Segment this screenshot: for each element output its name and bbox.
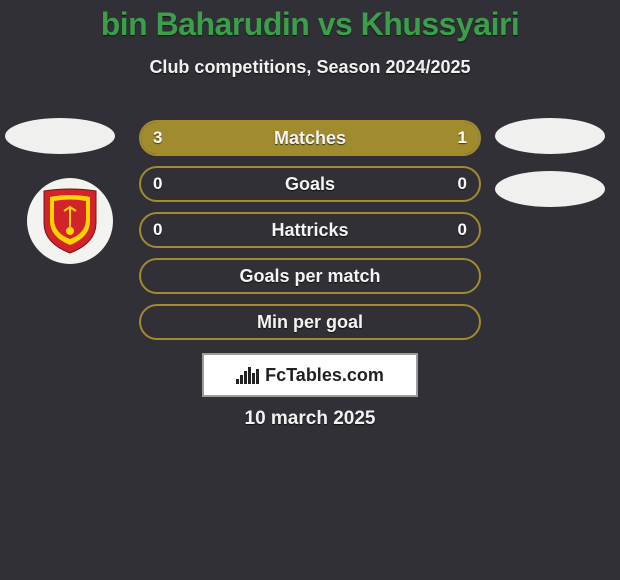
bar-label: Matches (141, 122, 479, 154)
stat-bar-row: 00Hattricks (139, 212, 481, 248)
bar-label: Hattricks (141, 214, 479, 246)
watermark-text: FcTables.com (265, 365, 384, 386)
subtitle: Club competitions, Season 2024/2025 (0, 57, 620, 78)
page-title: bin Baharudin vs Khussyairi (0, 0, 620, 43)
stat-bar-row: Goals per match (139, 258, 481, 294)
bar-label: Goals (141, 168, 479, 200)
fctables-bars-icon (236, 366, 259, 384)
stat-bar-row: Min per goal (139, 304, 481, 340)
club-crest-icon (27, 178, 113, 264)
stat-bar-row: 00Goals (139, 166, 481, 202)
footer-date: 10 march 2025 (0, 408, 620, 430)
left-player-avatar (5, 118, 115, 154)
bar-label: Min per goal (141, 306, 479, 338)
right-player-avatar-2 (495, 171, 605, 207)
stat-bar-row: 31Matches (139, 120, 481, 156)
watermark-box: FcTables.com (202, 353, 418, 397)
stat-bars: 31Matches 00Goals 00Hattricks Goals per mat… (139, 120, 481, 350)
right-player-avatar-1 (495, 118, 605, 154)
bar-label: Goals per match (141, 260, 479, 292)
